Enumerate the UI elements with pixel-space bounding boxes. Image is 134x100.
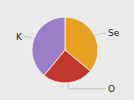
pie-slice xyxy=(32,17,65,75)
pie-chart: Se O K xyxy=(0,0,134,100)
leader-line xyxy=(95,33,106,36)
slice-label: Se xyxy=(108,28,120,38)
slices xyxy=(32,17,98,83)
slice-label: K xyxy=(16,32,23,42)
leader-line xyxy=(24,37,34,39)
slice-label: O xyxy=(108,84,115,94)
labels: Se O K xyxy=(16,28,120,93)
chart-container: Se O K xyxy=(0,0,134,100)
leader-line xyxy=(68,83,106,89)
